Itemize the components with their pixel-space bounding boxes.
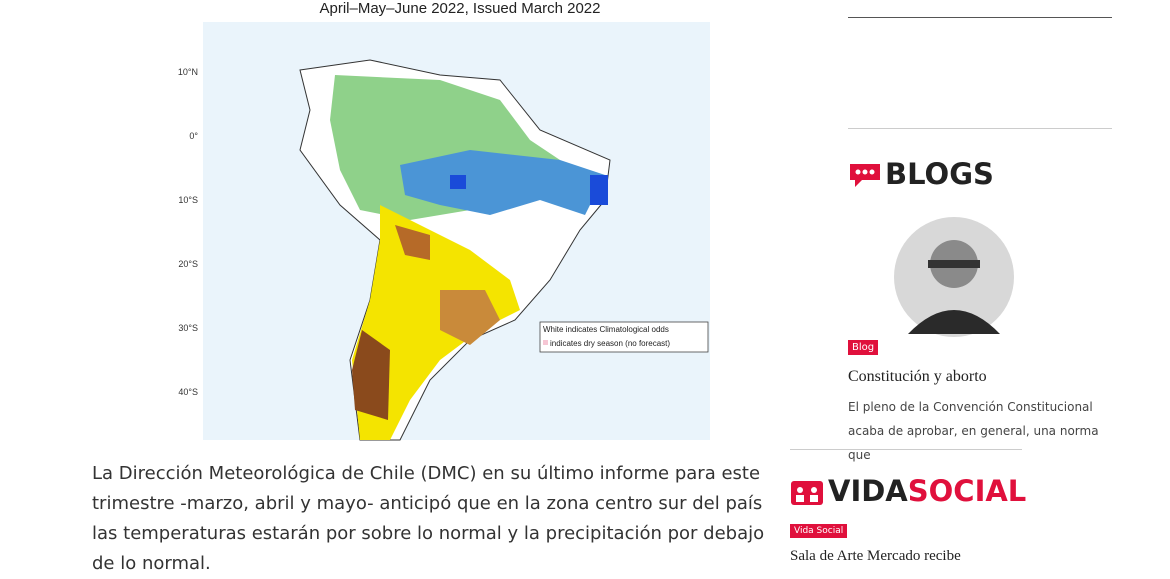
dark-brown-region (352, 330, 390, 420)
brown-region (395, 225, 430, 260)
brown-region (440, 290, 500, 345)
map-title: April–May–June 2022, Issued March 2022 (319, 0, 600, 17)
heading-part: SOCIAL (907, 474, 1027, 508)
lat-label: 40°S (178, 387, 198, 397)
legend-swatch (543, 340, 548, 345)
blog-title[interactable]: Constitución y aborto (848, 368, 987, 385)
heading-part: VIDA (828, 474, 908, 508)
map-legend (539, 321, 709, 353)
lat-labels: 10°N 0° 10°S 20°S 30°S 40°S (178, 67, 199, 397)
divider (790, 449, 1022, 450)
dark-blue-cell (450, 175, 466, 189)
blogs-icon (850, 164, 880, 187)
blog-tag[interactable]: Blog (848, 340, 879, 355)
vidasocial-heading: VIDASOCIAL (828, 474, 1026, 508)
blogs-heading: BLOGS (885, 157, 994, 191)
lat-label: 10°N (178, 67, 198, 77)
lat-label: 20°S (178, 259, 198, 269)
divider (848, 128, 1112, 129)
author-avatar (894, 217, 1014, 337)
vidasocial-icon (791, 481, 823, 505)
dark-blue-cell (590, 175, 608, 205)
vidasocial-tag[interactable]: Vida Social (790, 524, 848, 538)
blog-excerpt: El pleno de la Convención Constitucional… (848, 400, 1099, 462)
lat-label: 0° (189, 131, 198, 141)
forecast-map: April–May–June 2022, Issued March 2022 W… (178, 0, 710, 441)
lat-label: 10°S (178, 195, 198, 205)
divider (848, 17, 1112, 18)
yellow-region (352, 205, 520, 440)
legend-text: indicates dry season (no forecast) (550, 339, 670, 348)
blue-region (400, 150, 605, 215)
vidasocial-title[interactable]: Sala de Arte Mercado recibe (790, 548, 961, 564)
legend-text: White indicates Climatological odds (543, 325, 669, 334)
lat-label: 30°S (178, 323, 198, 333)
article-paragraph: La Dirección Meteorológica de Chile (DMC… (92, 463, 765, 574)
